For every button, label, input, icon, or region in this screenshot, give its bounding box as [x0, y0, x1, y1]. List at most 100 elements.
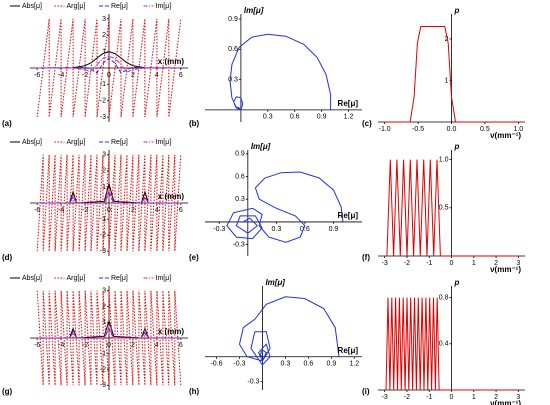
- x-axis-label: ν(mm⁻¹): [490, 265, 521, 274]
- x-tick-label: 2: [131, 72, 135, 79]
- legend-label: Arg[μ]: [67, 139, 86, 146]
- x-tick-label: 0.9: [326, 361, 336, 368]
- y-tick-label: 0.4: [439, 341, 449, 348]
- y-tick-label: 0.8: [439, 294, 449, 301]
- y-tick-label: 3: [102, 16, 106, 23]
- y-tick-label: 0.6: [235, 173, 245, 180]
- legend-label: Re[μ]: [111, 3, 128, 10]
- y-tick-label: -3: [100, 114, 106, 121]
- y-tick-label: 1: [102, 184, 106, 191]
- data-line: [37, 57, 181, 74]
- x-tick-label: 1.0: [513, 126, 523, 133]
- y-tick-label: 0.9: [235, 151, 245, 158]
- y-tick-label: 1: [445, 77, 449, 84]
- panel-label: (c): [362, 119, 372, 128]
- y-axis-label: p: [454, 6, 460, 15]
- legend-label: Abs[μ]: [22, 275, 42, 282]
- x-axis-label: Re[μ]: [338, 99, 359, 108]
- y-tick-label: -2: [100, 98, 106, 105]
- y-axis-label: p: [454, 278, 460, 287]
- x-tick-label: 1: [472, 260, 476, 267]
- y-tick-label: 0.9: [228, 16, 238, 23]
- data-line: [37, 327, 181, 339]
- y-tick-label: 2: [102, 303, 106, 310]
- x-tick-label: 0.5: [480, 126, 490, 133]
- panel-label: (f): [362, 253, 370, 262]
- x-tick-label: 2: [131, 342, 135, 349]
- legend-label: Re[μ]: [111, 139, 128, 146]
- panel-label: (b): [189, 119, 200, 128]
- y-tick-label: 3: [102, 152, 106, 159]
- y-tick-label: 0.5: [439, 205, 449, 212]
- data-line: [226, 171, 344, 243]
- y-tick-label: 1: [102, 319, 106, 326]
- data-line: [37, 192, 181, 204]
- x-tick-label: -2: [82, 342, 88, 349]
- x-axis-label: x (mm): [158, 57, 185, 66]
- y-tick-label: 2: [102, 168, 106, 175]
- x-tick-label: 2: [131, 207, 135, 214]
- x-tick-label: 0.3: [263, 114, 273, 121]
- x-tick-label: 0.9: [317, 114, 327, 121]
- x-tick-label: -4: [58, 207, 64, 214]
- y-tick-label: -1: [100, 81, 106, 88]
- x-tick-label: 0: [450, 394, 454, 401]
- y-tick-label: 3: [102, 288, 106, 295]
- x-tick-label: 0.6: [290, 114, 300, 121]
- panel-label: (e): [189, 253, 199, 262]
- x-tick-label: 0.9: [329, 226, 339, 233]
- x-tick-label: -0.6: [210, 361, 222, 368]
- x-axis-label: Re[μ]: [338, 346, 359, 355]
- y-axis-label: p: [454, 142, 460, 151]
- data-line: [384, 159, 519, 257]
- x-tick-label: -1: [426, 260, 432, 267]
- y-tick-label: 2: [102, 32, 106, 39]
- legend-label: Arg[μ]: [67, 275, 86, 282]
- data-line: [384, 26, 519, 123]
- legend-label: Im[μ]: [156, 3, 172, 10]
- data-line: [238, 296, 340, 366]
- y-tick-label: -3: [100, 248, 106, 255]
- x-tick-label: 3: [516, 260, 520, 267]
- x-tick-label: 2: [494, 394, 498, 401]
- panel-label: (a): [2, 119, 12, 128]
- x-tick-label: -0.3: [213, 226, 225, 233]
- x-tick-label: -3: [382, 394, 388, 401]
- data-line: [37, 55, 181, 73]
- x-tick-label: 6: [179, 72, 183, 79]
- x-tick-label: 0.3: [281, 361, 291, 368]
- y-axis-label: Im[μ]: [251, 142, 271, 151]
- x-tick-label: 2: [494, 260, 498, 267]
- x-tick-label: -0.5: [412, 126, 424, 133]
- legend-label: Im[μ]: [156, 275, 172, 282]
- x-tick-label: -6: [34, 342, 40, 349]
- y-tick-label: -3: [100, 382, 106, 389]
- legend-label: Im[μ]: [156, 139, 172, 146]
- data-line: [37, 325, 181, 339]
- y-tick-label: 2: [445, 36, 449, 43]
- x-axis-label: x (mm): [158, 192, 185, 201]
- y-axis-label: Im[μ]: [244, 6, 264, 15]
- x-axis-label: ν(mm⁻¹): [490, 131, 521, 140]
- x-tick-label: 6: [179, 207, 183, 214]
- x-axis-label: x (mm): [158, 327, 185, 336]
- x-tick-label: -1.0: [379, 126, 391, 133]
- x-tick-label: -3: [382, 260, 388, 267]
- y-tick-label: 0.6: [228, 46, 238, 53]
- x-tick-label: 1.2: [344, 114, 354, 121]
- x-tick-label: 0.3: [271, 226, 281, 233]
- data-line: [36, 290, 182, 386]
- x-tick-label: 0.0: [447, 126, 457, 133]
- y-tick-label: -0.3: [247, 379, 259, 386]
- legend-label: Re[μ]: [111, 275, 128, 282]
- legend-label: Abs[μ]: [22, 3, 42, 10]
- panel-label: (i): [362, 387, 370, 396]
- x-tick-label: 0.6: [300, 226, 310, 233]
- x-tick-label: 6: [179, 342, 183, 349]
- x-tick-label: 4: [155, 207, 159, 214]
- x-tick-label: -2: [404, 260, 410, 267]
- data-line: [229, 33, 332, 111]
- panel-label: (h): [189, 387, 200, 396]
- x-tick-label: -2: [404, 394, 410, 401]
- x-axis-label: ν(mm⁻¹): [490, 399, 521, 405]
